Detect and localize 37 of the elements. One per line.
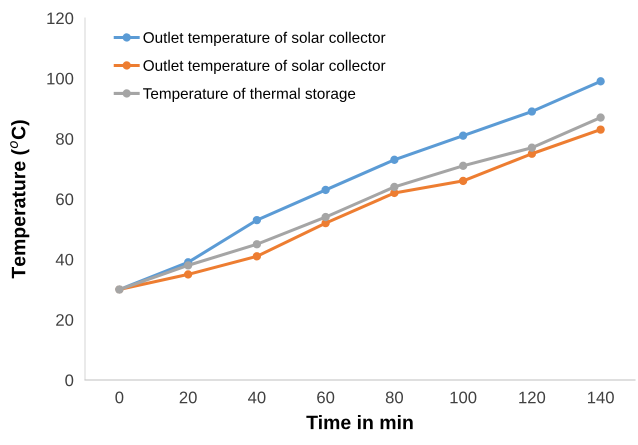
y-axis-title: Temperature ($^{o}$C): [10, 120, 30, 278]
point: [252, 240, 262, 248]
y-tick-label: 120: [47, 12, 74, 24]
point: [390, 182, 399, 192]
legend-label: Outlet temperature of solar collector: [143, 32, 386, 46]
point: [321, 186, 330, 194]
x-tick-label: 100: [450, 392, 476, 404]
y-tick-label: 100: [47, 72, 74, 85]
point: [458, 131, 468, 140]
point: [596, 113, 605, 122]
y-tick-label: 0: [65, 374, 74, 386]
legend-label: Temperature of thermal storage: [143, 88, 356, 102]
x-axis-title: Time in min: [306, 414, 413, 430]
x-tick-label: 140: [588, 392, 614, 404]
legend-label: Outlet temperature of solar collector: [143, 60, 386, 74]
point: [184, 261, 192, 270]
y-tick-label: 40: [56, 254, 74, 266]
x-tick-label: 120: [519, 392, 546, 404]
x-tick-label: 20: [180, 392, 197, 404]
y-tick-label: 60: [56, 193, 74, 206]
point: [596, 77, 605, 86]
point: [252, 216, 262, 224]
x-tick-label: 40: [248, 392, 266, 404]
point: [528, 144, 536, 152]
point: [252, 252, 262, 260]
point: [458, 176, 468, 186]
point: [390, 156, 399, 164]
x-tick-label: 0: [115, 392, 124, 404]
x-tick-label: 80: [386, 392, 403, 404]
y-tick-label: 20: [56, 314, 74, 326]
point: [458, 162, 468, 170]
point: [321, 212, 330, 222]
point: [184, 270, 192, 279]
point: [528, 107, 536, 116]
y-tick-label: 80: [56, 133, 74, 145]
point: [596, 125, 605, 134]
x-tick-label: 60: [317, 392, 334, 404]
